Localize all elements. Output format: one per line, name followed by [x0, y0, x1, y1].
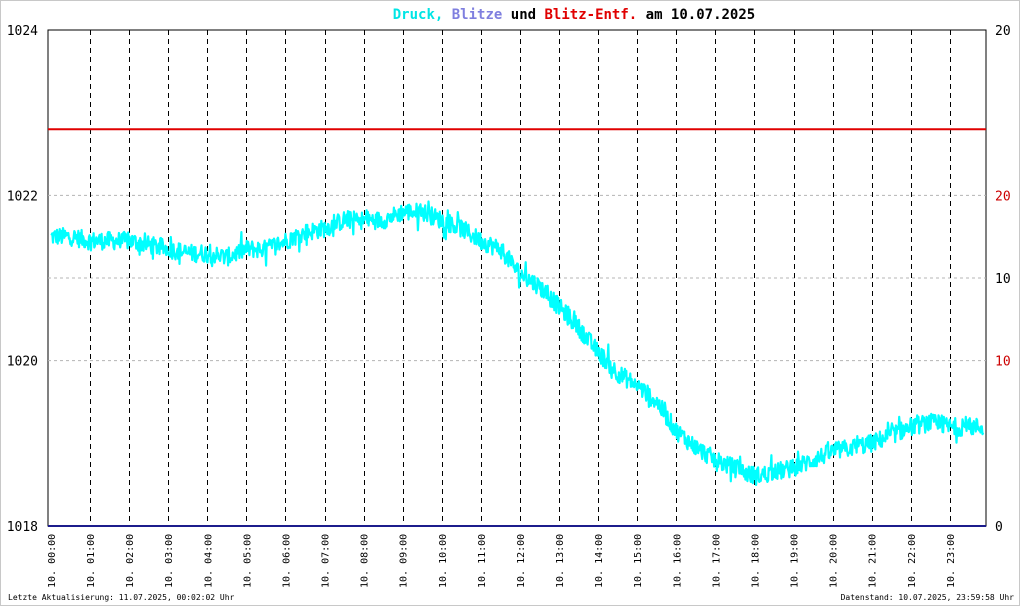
x-tick-label: 10. 16:00 [672, 534, 683, 588]
x-tick-label: 10. 00:00 [47, 534, 58, 588]
y-left-tick-label: 1022 [7, 189, 38, 204]
x-tick-label: 10. 10:00 [438, 534, 449, 588]
x-tick-label: 10. 15:00 [633, 534, 644, 588]
x-tick-label: 10. 07:00 [321, 534, 332, 588]
last-update-text: Letzte Aktualisierung: 11.07.2025, 00:02… [8, 593, 235, 602]
y-right-tick-label: 10 [995, 272, 1011, 287]
title-part: und [502, 7, 544, 23]
x-tick-label: 10. 11:00 [477, 534, 488, 588]
x-tick-label: 10. 01:00 [86, 534, 97, 588]
x-tick-label: 10. 18:00 [750, 534, 761, 588]
title-part: Druck, [393, 7, 444, 23]
y-right-tick-label: 10 [995, 355, 1011, 370]
x-tick-label: 10. 03:00 [164, 534, 175, 588]
y-left-tick-label: 1020 [7, 355, 38, 370]
x-tick-label: 10. 17:00 [711, 534, 722, 588]
x-tick-label: 10. 22:00 [907, 534, 918, 588]
chart-title: Druck, Blitze und Blitz-Entf. am 10.07.2… [393, 7, 755, 23]
title-part: Blitz-Entf. [545, 7, 638, 23]
data-status-text: Datenstand: 10.07.2025, 23:59:58 Uhr [840, 593, 1014, 602]
x-tick-label: 10. 02:00 [125, 534, 136, 588]
series [48, 128, 986, 527]
x-tick-label: 10. 21:00 [868, 534, 879, 588]
x-tick-label: 10. 09:00 [399, 534, 410, 588]
title-part: Blitze [443, 7, 502, 23]
x-tick-label: 10. 06:00 [281, 534, 292, 588]
x-tick-label: 10. 05:00 [242, 534, 253, 588]
x-tick-label: 10. 12:00 [516, 534, 527, 588]
pressure-line [50, 200, 985, 486]
y-right-tick-label: 20 [995, 24, 1011, 39]
x-tick-label: 10. 13:00 [555, 534, 566, 588]
title-part: am 10.07.2025 [637, 7, 755, 23]
x-tick-label: 10. 23:00 [946, 534, 957, 588]
y-left-tick-label: 1018 [7, 520, 38, 535]
y-left-tick-label: 1024 [7, 24, 38, 39]
x-tick-label: 10. 08:00 [360, 534, 371, 588]
x-tick-label: 10. 19:00 [790, 534, 801, 588]
x-tick-label: 10. 20:00 [829, 534, 840, 588]
y-right-tick-label: 0 [995, 520, 1003, 535]
y-right-tick-label: 20 [995, 189, 1011, 204]
x-tick-label: 10. 04:00 [203, 534, 214, 588]
x-tick-label: 10. 14:00 [594, 534, 605, 588]
